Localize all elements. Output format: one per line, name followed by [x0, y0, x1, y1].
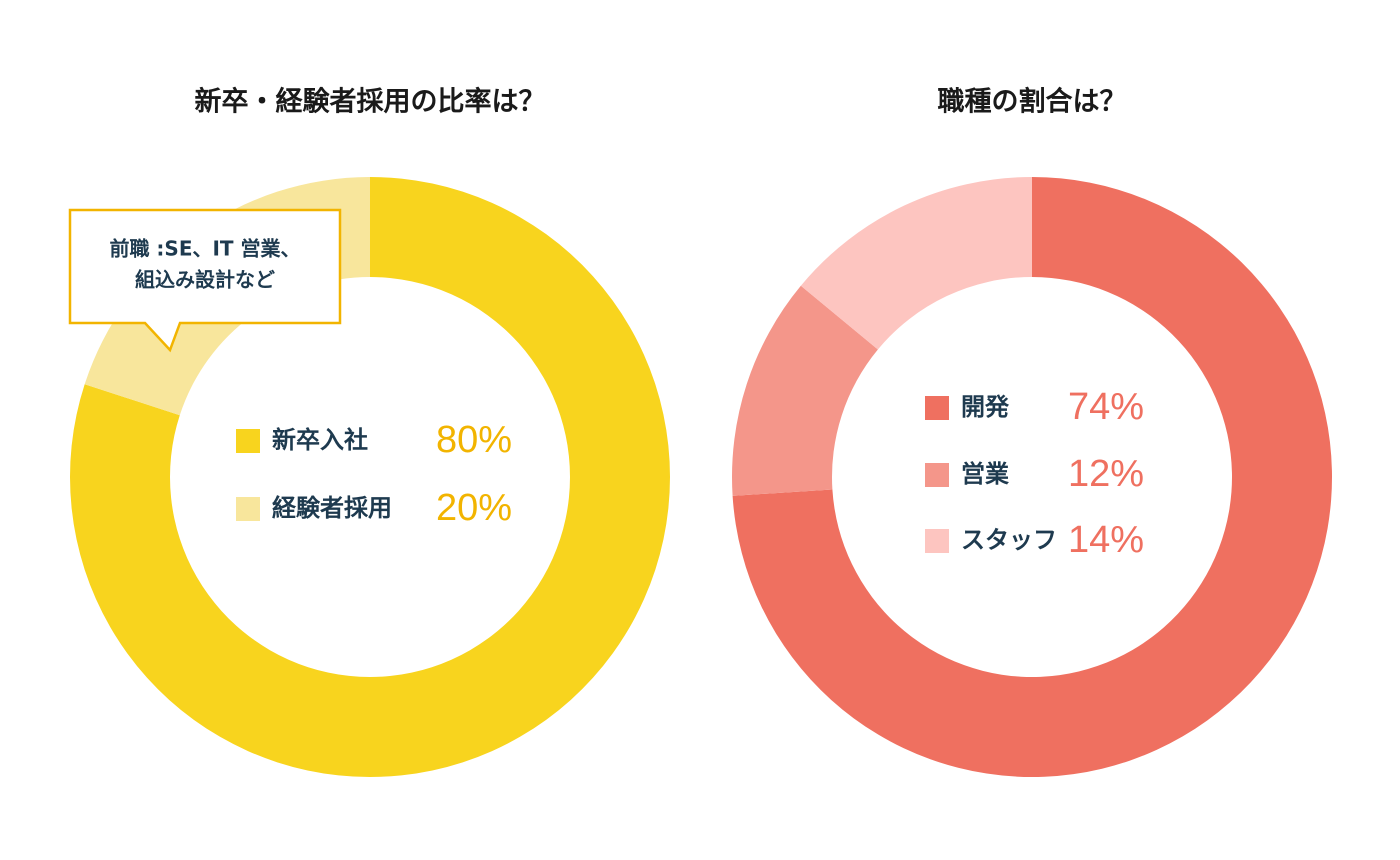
legend-label: 開発: [961, 393, 1010, 421]
legend-swatch: [925, 396, 949, 420]
legend-swatch: [236, 429, 260, 453]
value-label: 12%: [1068, 453, 1144, 495]
legend-label: 営業: [961, 460, 1009, 488]
donut-segment: [732, 177, 1332, 778]
chart-title: 新卒・経験者採用の比率は？: [195, 86, 546, 118]
legend-swatch: [925, 463, 949, 487]
legend-label: 経験者採用: [272, 494, 392, 522]
chart-title: 職種の割合は？: [938, 86, 1127, 118]
value-label: 80%: [436, 419, 512, 461]
donut-segment: [800, 177, 1032, 350]
donut-segment: [732, 285, 878, 496]
callout-text: 組込み設計など: [135, 268, 275, 292]
legend-label: スタッフ: [961, 526, 1057, 554]
donut-segment: [69, 177, 671, 777]
value-label: 14%: [1068, 519, 1144, 561]
legend-swatch: [236, 497, 260, 521]
callout-text: 前職 :SE、IT 営業、: [109, 237, 300, 261]
value-label: 74%: [1068, 386, 1144, 428]
value-label: 20%: [436, 487, 512, 529]
callout-box: [68, 208, 342, 353]
legend-label: 新卒入社: [272, 426, 368, 454]
legend-swatch: [925, 529, 949, 553]
